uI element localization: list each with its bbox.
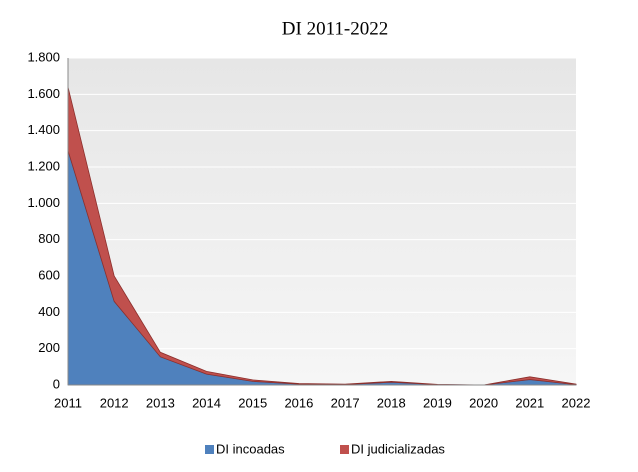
x-tick-label: 2013 xyxy=(146,395,175,410)
y-tick-label: 600 xyxy=(38,267,60,282)
y-tick-label: 1.600 xyxy=(27,86,60,101)
y-tick-label: 400 xyxy=(38,304,60,319)
y-tick-label: 200 xyxy=(38,340,60,355)
y-tick-label: 1.800 xyxy=(27,49,60,64)
x-tick-label: 2011 xyxy=(54,395,82,410)
legend-swatch xyxy=(340,445,349,454)
legend-label: DI incoadas xyxy=(216,441,285,456)
y-tick-label: 1.400 xyxy=(27,122,60,137)
plot-area xyxy=(68,58,576,385)
x-tick-label: 2022 xyxy=(562,395,591,410)
legend-label: DI judicializadas xyxy=(351,441,445,456)
x-tick-label: 2021 xyxy=(515,395,544,410)
x-tick-label: 2015 xyxy=(238,395,267,410)
x-tick-label: 2017 xyxy=(331,395,360,410)
x-tick-label: 2019 xyxy=(423,395,452,410)
y-tick-label: 0 xyxy=(53,376,60,391)
legend-swatch xyxy=(205,445,214,454)
y-tick-label: 800 xyxy=(38,231,60,246)
y-tick-label: 1.000 xyxy=(27,195,60,210)
x-tick-label: 2020 xyxy=(469,395,498,410)
x-tick-label: 2014 xyxy=(192,395,221,410)
x-tick-label: 2012 xyxy=(100,395,129,410)
y-tick-label: 1.200 xyxy=(27,158,60,173)
chart-title: DI 2011-2022 xyxy=(282,18,388,39)
x-tick-label: 2018 xyxy=(377,395,406,410)
x-tick-label: 2016 xyxy=(284,395,313,410)
